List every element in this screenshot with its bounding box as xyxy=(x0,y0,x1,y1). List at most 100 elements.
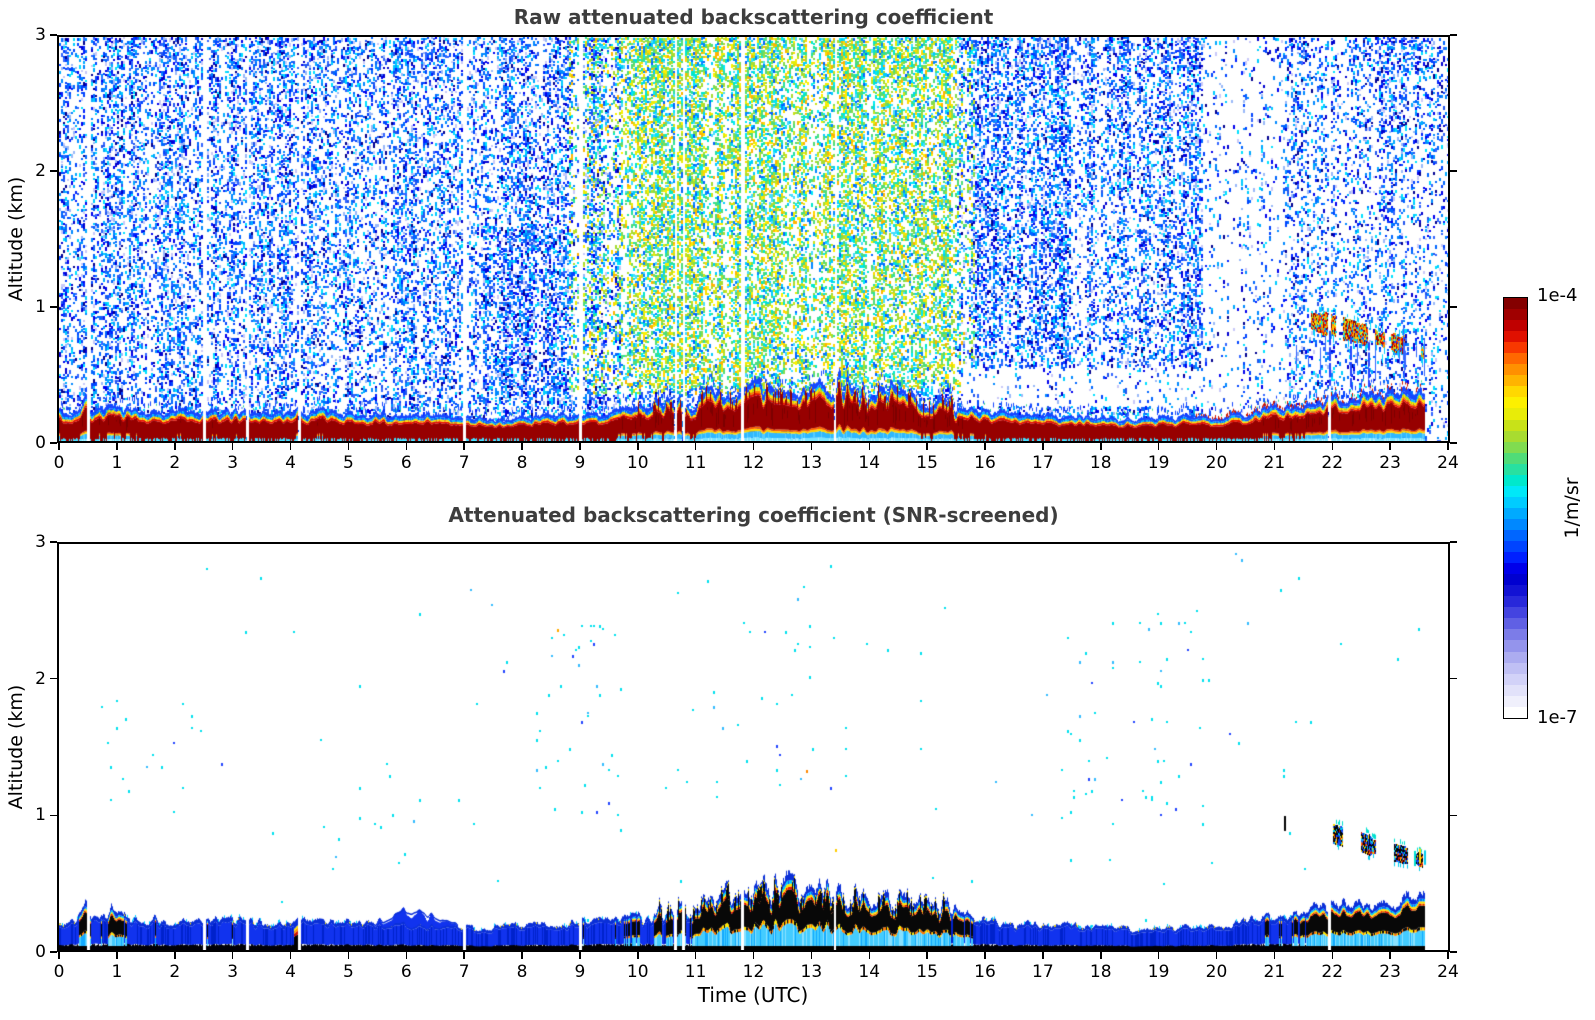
x-tick-mark xyxy=(752,952,755,959)
x-tick-mark xyxy=(347,443,350,450)
x-tick-label: 22 xyxy=(1321,962,1344,982)
x-tick-mark xyxy=(637,443,639,450)
x-tick-label: 23 xyxy=(1379,962,1401,982)
x-tick-label: 4 xyxy=(285,962,296,982)
colorbar-step xyxy=(1504,298,1527,310)
colorbar-step xyxy=(1504,507,1527,519)
x-tick-mark xyxy=(1100,443,1102,450)
x-tick-label: 5 xyxy=(342,453,354,473)
x-tick-label: 24 xyxy=(1437,962,1459,982)
x-tick-mark xyxy=(926,443,928,450)
y-tick-label: 2 xyxy=(35,161,46,181)
x-tick-label: 15 xyxy=(916,453,938,473)
colorbar-step xyxy=(1504,386,1527,398)
colorbar-step xyxy=(1504,452,1527,464)
y-tick-mark-right xyxy=(1450,306,1457,308)
x-tick-mark xyxy=(868,952,870,959)
x-tick-label: 21 xyxy=(1263,453,1286,473)
colorbar-step xyxy=(1504,518,1527,530)
colorbar-max-label: 1e-4 xyxy=(1537,285,1578,306)
x-tick-mark xyxy=(810,952,813,959)
y-tick-mark-right xyxy=(1450,951,1457,953)
x-tick-label: 23 xyxy=(1379,453,1401,473)
colorbar-step xyxy=(1504,585,1527,597)
colorbar-min-label: 1e-7 xyxy=(1537,707,1578,728)
x-tick-mark xyxy=(521,952,523,959)
colorbar-step xyxy=(1504,574,1527,586)
colorbar-step xyxy=(1504,408,1527,420)
colorbar-step xyxy=(1504,463,1527,475)
x-tick-label: 21 xyxy=(1263,962,1286,982)
colorbar-step xyxy=(1504,541,1527,553)
x-tick-label: 9 xyxy=(574,962,586,982)
y-tick-mark-right xyxy=(1450,541,1457,543)
y-tick-mark xyxy=(50,306,57,308)
x-tick-mark xyxy=(752,443,755,450)
colorbar-step xyxy=(1504,640,1527,652)
x-tick-label: 0 xyxy=(53,453,65,473)
x-tick-mark xyxy=(289,952,292,959)
raw-heatmap-canvas xyxy=(59,37,1448,441)
x-tick-mark xyxy=(231,443,234,450)
x-tick-mark xyxy=(810,443,813,450)
x-tick-label: 3 xyxy=(227,453,239,473)
x-tick-mark xyxy=(637,952,639,959)
x-tick-label: 14 xyxy=(858,453,881,473)
colorbar-step xyxy=(1504,529,1527,542)
panel1-y-axis-label: Altitude (km) xyxy=(5,176,27,302)
x-tick-mark xyxy=(1100,952,1102,959)
panel1-plot-area xyxy=(57,35,1450,443)
x-tick-mark xyxy=(1447,952,1449,959)
x-tick-mark xyxy=(1331,952,1333,959)
colorbar-step xyxy=(1504,563,1527,575)
x-tick-label: 12 xyxy=(742,453,765,473)
y-tick-mark-right xyxy=(1450,34,1457,36)
x-tick-label: 19 xyxy=(1147,453,1170,473)
y-tick-mark xyxy=(50,170,57,172)
colorbar-step xyxy=(1504,695,1527,707)
x-tick-label: 20 xyxy=(1205,453,1228,473)
colorbar-step xyxy=(1504,706,1527,718)
x-tick-label: 2 xyxy=(169,962,181,982)
colorbar-step xyxy=(1504,607,1527,619)
x-tick-mark xyxy=(579,443,581,450)
x-tick-mark xyxy=(174,952,176,959)
x-axis-label: Time (UTC) xyxy=(697,983,809,1007)
x-tick-mark xyxy=(405,443,407,450)
panel2-y-axis-label: Altitude (km) xyxy=(5,684,27,810)
x-tick-mark xyxy=(289,443,292,450)
y-tick-mark-right xyxy=(1450,170,1457,172)
x-tick-label: 7 xyxy=(458,453,470,473)
colorbar-step xyxy=(1504,662,1527,674)
x-tick-mark xyxy=(926,952,928,959)
colorbar-step xyxy=(1504,684,1527,696)
x-tick-label: 11 xyxy=(684,962,707,982)
colorbar-step xyxy=(1504,309,1527,321)
colorbar-step xyxy=(1504,618,1527,630)
colorbar-step xyxy=(1504,485,1527,497)
colorbar-step xyxy=(1504,496,1527,508)
x-tick-mark xyxy=(579,952,581,959)
y-tick-mark xyxy=(50,442,57,444)
colorbar-step xyxy=(1504,596,1527,608)
x-tick-label: 17 xyxy=(1032,453,1054,473)
colorbar-step xyxy=(1504,320,1527,332)
panel2-plot-area xyxy=(57,542,1450,952)
x-tick-label: 11 xyxy=(684,453,707,473)
x-tick-label: 20 xyxy=(1205,962,1228,982)
colorbar-step xyxy=(1504,419,1527,431)
x-tick-label: 3 xyxy=(227,962,239,982)
y-tick-label: 0 xyxy=(35,433,46,453)
colorbar-step xyxy=(1504,441,1527,453)
x-tick-mark xyxy=(984,443,986,450)
x-tick-label: 4 xyxy=(285,453,296,473)
x-tick-label: 6 xyxy=(400,453,412,473)
colorbar-step xyxy=(1504,651,1527,663)
x-tick-mark xyxy=(1273,443,1276,450)
screened-heatmap-canvas xyxy=(59,544,1448,950)
x-tick-mark xyxy=(1042,443,1044,450)
x-tick-mark xyxy=(463,952,465,959)
x-tick-label: 18 xyxy=(1089,453,1112,473)
x-tick-mark xyxy=(58,443,60,450)
